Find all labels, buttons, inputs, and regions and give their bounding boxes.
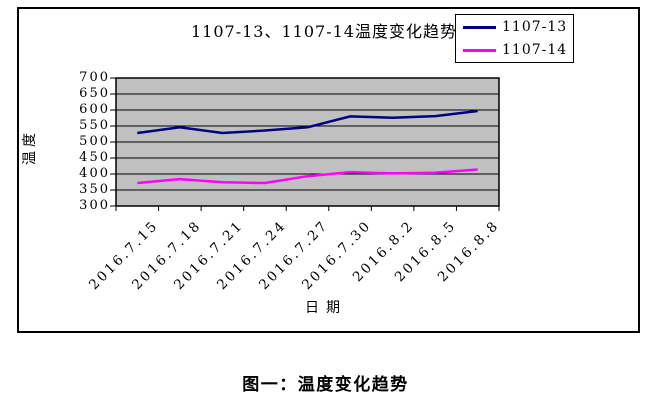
- series-line-1107-13: [137, 109, 478, 135]
- y-tick-label: 600: [79, 102, 110, 117]
- chart-legend: 1107-13 1107-14: [455, 14, 574, 63]
- legend-line-sample: [463, 48, 496, 52]
- y-tick-label: 400: [79, 166, 110, 181]
- chart-frame: 1107-13、1107-14温度变化趋势 1107-13 1107-14 温度…: [17, 7, 640, 333]
- series-line-1107-14: [137, 168, 478, 185]
- legend-label: 1107-13: [502, 19, 568, 35]
- y-tick-label: 300: [79, 198, 110, 213]
- y-axis-title: 温度: [22, 129, 38, 165]
- y-tick-label: 550: [79, 118, 110, 133]
- x-axis-title: 日期: [305, 300, 347, 316]
- y-tick-label: 650: [79, 86, 110, 101]
- plot-area: [110, 77, 500, 211]
- y-tick-label: 350: [79, 182, 110, 197]
- legend-item-1107-14: 1107-14: [456, 39, 573, 61]
- y-tick-label: 700: [79, 70, 110, 85]
- legend-line-sample: [463, 25, 496, 29]
- chart-title: 1107-13、1107-14温度变化趋势: [191, 22, 457, 41]
- y-tick-label: 450: [79, 150, 110, 165]
- legend-item-1107-13: 1107-13: [456, 16, 573, 38]
- y-tick-label: 500: [79, 134, 110, 149]
- legend-label: 1107-14: [502, 42, 568, 58]
- figure-caption: 图一：温度变化趋势: [242, 375, 409, 395]
